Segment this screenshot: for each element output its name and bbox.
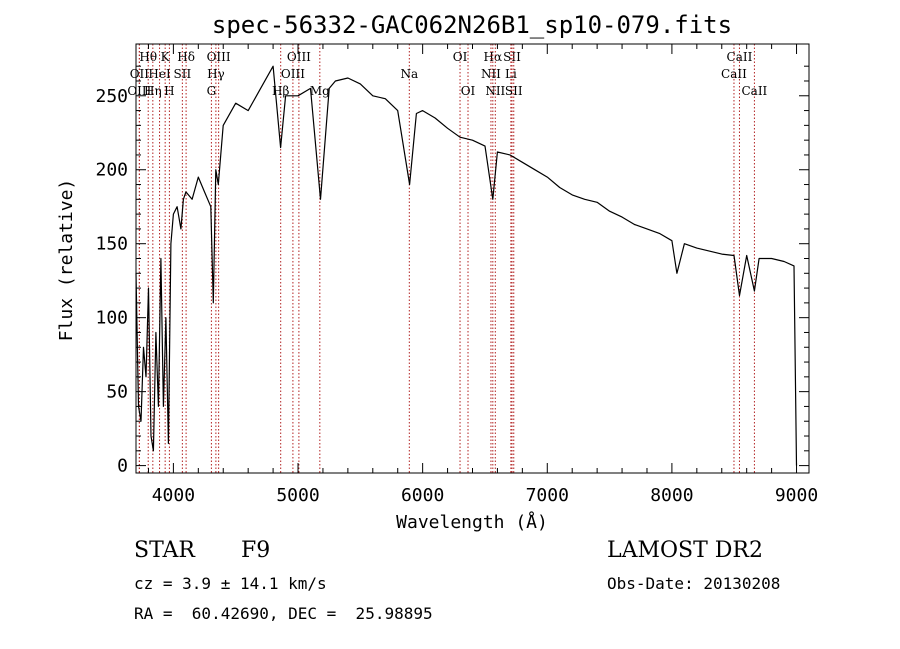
x-tick-label-2: 6000 <box>401 485 444 506</box>
spectral-line-label-14: Hβ <box>272 84 289 98</box>
spectral-line-label-23: Li <box>505 67 517 81</box>
spectral-line-label-24: SII <box>505 84 523 98</box>
spectral-line-label-20: NII <box>481 67 501 81</box>
spectral-line-label-16: Na <box>400 67 418 81</box>
coordinates: RA = 60.42690, DEC = 25.98895 <box>134 604 433 623</box>
spectral-line-label-22: SII <box>503 50 521 64</box>
x-tick-label-3: 7000 <box>526 485 569 506</box>
object-type: STAR <box>134 538 195 563</box>
y-axis-label: Flux (relative) <box>56 179 77 342</box>
axis-ticks: 4000 5000 6000 7000 8000 9000 0 50 100 150 200 250 <box>95 44 818 506</box>
survey-name: LAMOST DR2 <box>607 538 763 563</box>
spectral-line-label-10: Hγ <box>207 67 225 81</box>
spectral-line-label-18: OI <box>461 84 476 98</box>
spectral-line-label-11: G <box>207 84 217 98</box>
spectral-line-label-13: OIII <box>281 67 305 81</box>
y-tick-label-1: 50 <box>106 382 128 403</box>
spectral-line-label-12: OIII <box>287 50 311 64</box>
spectral-line-label-21: NII <box>485 84 505 98</box>
x-tick-label-4: 8000 <box>650 485 693 506</box>
spectral-line-label-17: OI <box>453 50 468 64</box>
chart-title: spec-56332-GAC062N26B1_sp10-079.fits <box>212 11 732 39</box>
y-tick-label-2: 100 <box>95 308 128 329</box>
y-tick-label-3: 150 <box>95 234 128 255</box>
spectral-line-label-8: SII <box>174 67 192 81</box>
spectral-line-label-27: CaII <box>741 84 767 98</box>
object-subclass: F9 <box>241 538 271 563</box>
spectrum-chart: spec-56332-GAC062N26B1_sp10-079.fits Hθ O… <box>56 11 818 533</box>
redshift-value: cz = 3.9 ± 14.1 km/s <box>134 574 327 593</box>
spectral-line-label-7: Hδ <box>177 50 195 64</box>
spectral-line-label-19: Hα <box>484 50 503 64</box>
spectrum-line-0 <box>135 65 798 466</box>
spectral-line-label-6: H <box>164 84 174 98</box>
x-tick-label-5: 9000 <box>775 485 818 506</box>
y-tick-label-4: 200 <box>95 160 128 181</box>
y-tick-label-5: 250 <box>95 86 128 107</box>
spectral-line-label-1: OII <box>130 67 150 81</box>
spectrum-series <box>135 65 798 466</box>
spectral-line-label-5: K <box>161 50 171 64</box>
spectral-line-label-3: Hη <box>144 84 162 98</box>
x-axis-label: Wavelength (Å) <box>396 511 548 533</box>
spectral-line-label-15: Mg <box>310 84 330 98</box>
spectral-line-label-0: Hθ <box>139 50 157 64</box>
plot-frame <box>135 43 810 474</box>
observation-date: Obs-Date: 20130208 <box>607 574 781 593</box>
x-tick-label-1: 5000 <box>276 485 319 506</box>
y-tick-label-0: 0 <box>117 456 128 477</box>
spectral-line-label-25: CaII <box>727 50 753 64</box>
x-tick-label-0: 4000 <box>152 485 195 506</box>
spectral-line-label-9: OIII <box>207 50 231 64</box>
spectral-line-label-2: OIII <box>127 84 151 98</box>
spectral-line-label-26: CaII <box>721 67 747 81</box>
spectral-line-label-4: HeI <box>148 67 171 81</box>
